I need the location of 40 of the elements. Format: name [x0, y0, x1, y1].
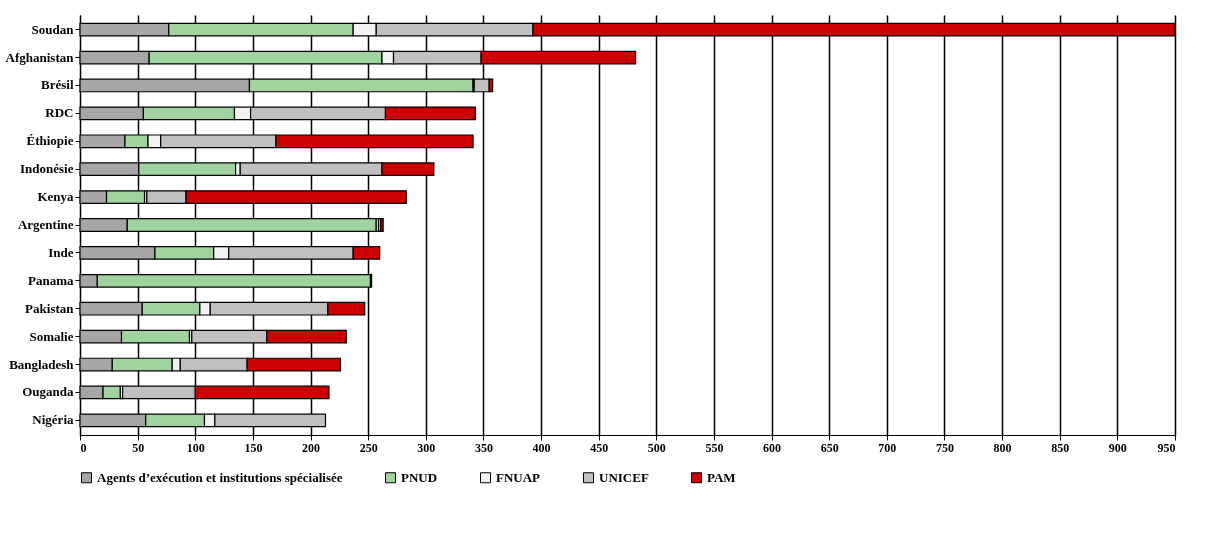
x-tick-label: 800: [993, 440, 1012, 455]
x-tick-label: 500: [647, 440, 666, 455]
y-tick-label: Kenya: [37, 189, 74, 205]
x-tick-label: 150: [244, 440, 263, 455]
x-tick-label: 750: [935, 440, 954, 455]
y-tick-label: Afghanistan: [5, 49, 75, 65]
y-tick-label: Soudan: [31, 21, 75, 37]
y-tick-label: Pakistan: [25, 300, 75, 316]
x-tick-label: 250: [359, 440, 378, 455]
y-tick-label: Somalie: [29, 328, 74, 344]
y-tick-label: Bangladesh: [9, 356, 75, 372]
x-tick-label: 450: [590, 440, 609, 455]
x-tick-label: 550: [705, 440, 724, 455]
x-tick-label: 850: [1051, 440, 1070, 455]
legend-label: UNICEF: [599, 469, 649, 485]
x-tick-label: 600: [763, 440, 782, 455]
x-tick-label: 900: [1108, 440, 1127, 455]
x-tick-label: 200: [302, 440, 321, 455]
y-tick-label: Brésil: [41, 77, 74, 93]
x-tick-label: 700: [878, 440, 897, 455]
legend-label: FNUAP: [496, 469, 541, 485]
x-tick-label: 0: [80, 440, 87, 455]
y-tick-label: Panama: [28, 272, 74, 288]
y-tick-label: Inde: [48, 244, 74, 260]
legend-label: Agents d’exécution et institutions spécialisée: [97, 469, 343, 485]
x-tick-label: 400: [532, 440, 551, 455]
y-tick-label: Éthiopie: [26, 133, 74, 149]
y-tick-label: Indonésie: [20, 161, 74, 177]
legend-label: PAM: [707, 469, 736, 485]
y-tick-label: Nigéria: [32, 412, 74, 428]
x-tick-label: 50: [132, 440, 145, 455]
y-tick-label: Ouganda: [22, 384, 74, 400]
legend-label: PNUD: [401, 469, 438, 485]
x-tick-label: 350: [474, 440, 493, 455]
x-tick-label: 100: [186, 440, 205, 455]
y-tick-label: Argentine: [17, 217, 74, 232]
y-tick-label: RDC: [45, 105, 74, 121]
x-tick-label: 300: [417, 440, 436, 455]
x-tick-label: 650: [820, 440, 839, 455]
x-tick-label: 950: [1157, 440, 1176, 455]
